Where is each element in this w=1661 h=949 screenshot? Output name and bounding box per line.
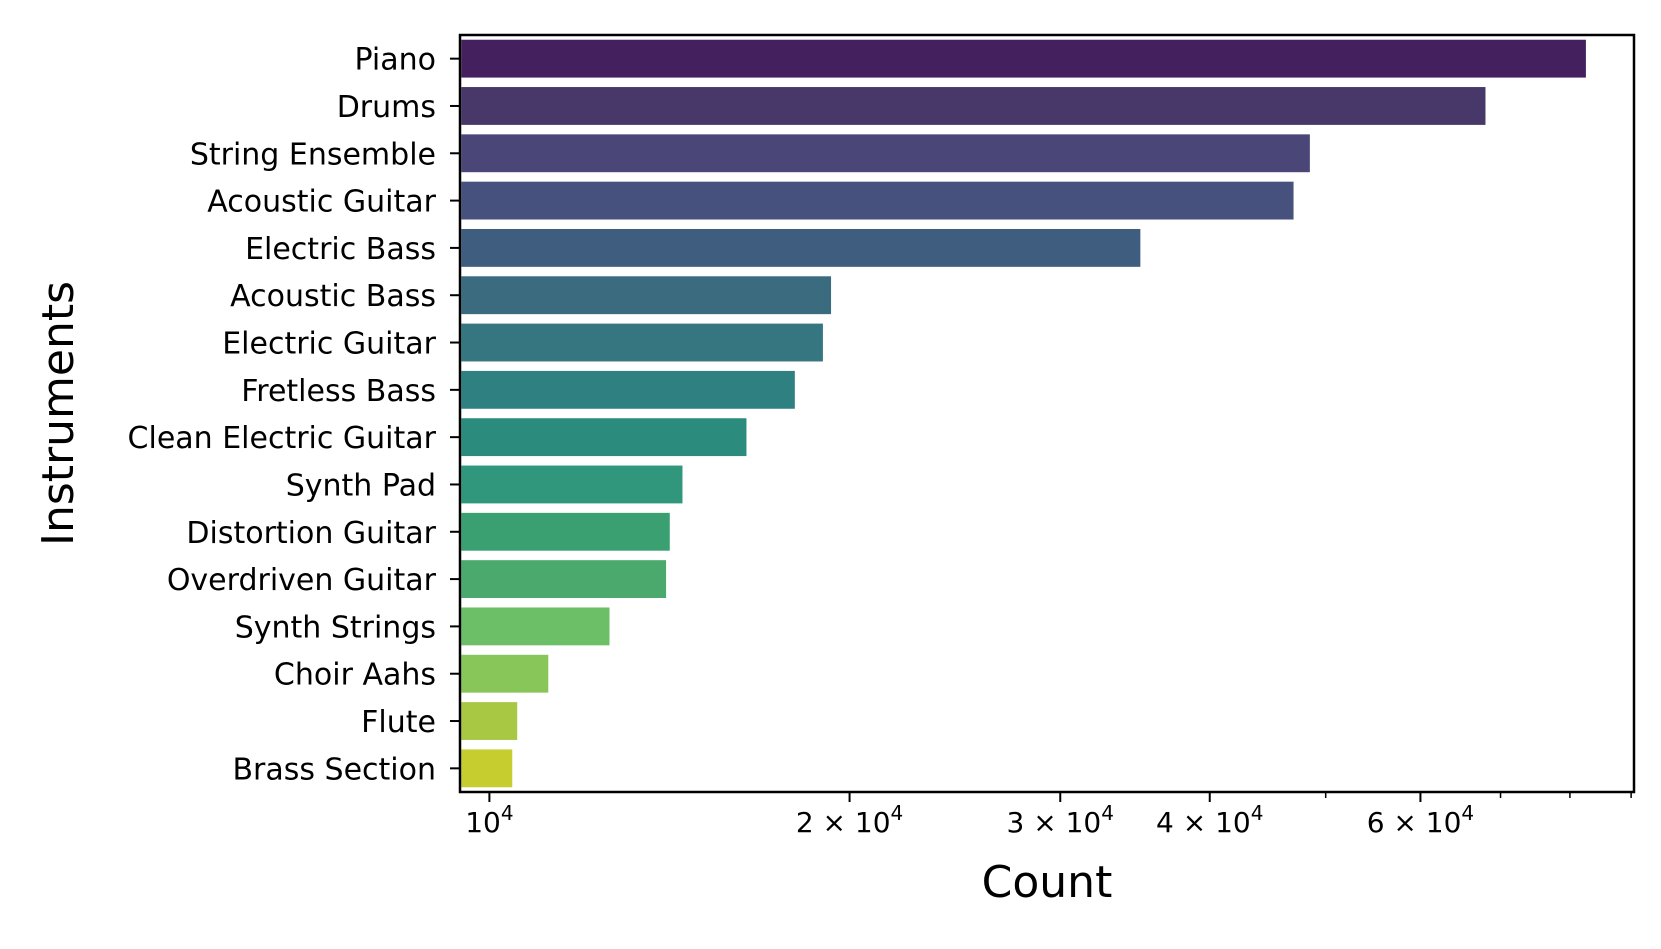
x-tick-label: 2 × 104	[796, 801, 903, 839]
x-tick-mantissa: 2 × 10	[796, 806, 891, 839]
plot-frame	[458, 33, 1636, 794]
bar	[461, 134, 1310, 173]
bar	[461, 181, 1294, 220]
y-tick-label: Choir Aahs	[274, 658, 436, 693]
bar	[461, 276, 832, 315]
x-tick-mantissa: 4 × 10	[1156, 806, 1251, 839]
x-tick-label: 104	[465, 801, 513, 839]
bar	[461, 228, 1141, 267]
x-axis-title: Count	[982, 857, 1113, 908]
bar	[461, 465, 683, 504]
x-tick-label: 4 × 104	[1156, 801, 1263, 839]
y-tick-label: Brass Section	[232, 752, 436, 787]
y-tick-label: Electric Bass	[245, 232, 436, 267]
bars-group	[461, 39, 1586, 788]
x-tick-exponent: 4	[1461, 801, 1474, 825]
x-tick-exponent: 4	[1101, 801, 1114, 825]
y-tick-label: String Ensemble	[190, 137, 436, 172]
x-axis-ticks: 104 2 × 104 3 × 104 4 × 104 6 × 104	[465, 792, 1632, 839]
y-axis-ticks: Piano Drums String Ensemble Acoustic Guitar…	[128, 43, 460, 787]
x-tick-mantissa: 3 × 10	[1007, 806, 1102, 839]
x-tick-label: 3 × 104	[1007, 801, 1114, 839]
y-tick-label: Synth Strings	[235, 610, 436, 645]
x-tick-mantissa: 6 × 10	[1367, 806, 1462, 839]
bar	[461, 749, 513, 788]
x-tick-exponent: 4	[501, 801, 514, 825]
bar	[461, 370, 795, 409]
y-tick-label: Overdriven Guitar	[167, 563, 437, 598]
y-tick-label: Drums	[337, 90, 436, 125]
y-tick-label: Flute	[361, 705, 436, 740]
y-tick-label: Piano	[354, 43, 436, 78]
bar	[461, 654, 549, 693]
y-tick-label: Synth Pad	[286, 468, 436, 503]
bar	[461, 39, 1586, 78]
bar	[461, 512, 670, 551]
y-tick-label: Acoustic Guitar	[207, 185, 436, 220]
y-tick-label: Distortion Guitar	[186, 516, 436, 551]
x-tick-mantissa: 10	[465, 806, 501, 839]
y-tick-label: Fretless Bass	[241, 374, 436, 409]
bar	[461, 702, 518, 740]
y-tick-label: Clean Electric Guitar	[128, 421, 437, 456]
y-tick-label: Electric Guitar	[222, 327, 436, 362]
y-tick-label: Acoustic Bass	[230, 279, 436, 314]
x-tick-exponent: 4	[891, 801, 904, 825]
bar	[461, 87, 1486, 125]
x-tick-label: 6 × 104	[1367, 801, 1474, 839]
y-axis-title: Instruments	[33, 281, 84, 546]
bar	[461, 323, 823, 362]
bar	[461, 607, 610, 646]
bar	[461, 560, 667, 599]
x-tick-exponent: 4	[1251, 801, 1264, 825]
bar	[461, 418, 747, 457]
